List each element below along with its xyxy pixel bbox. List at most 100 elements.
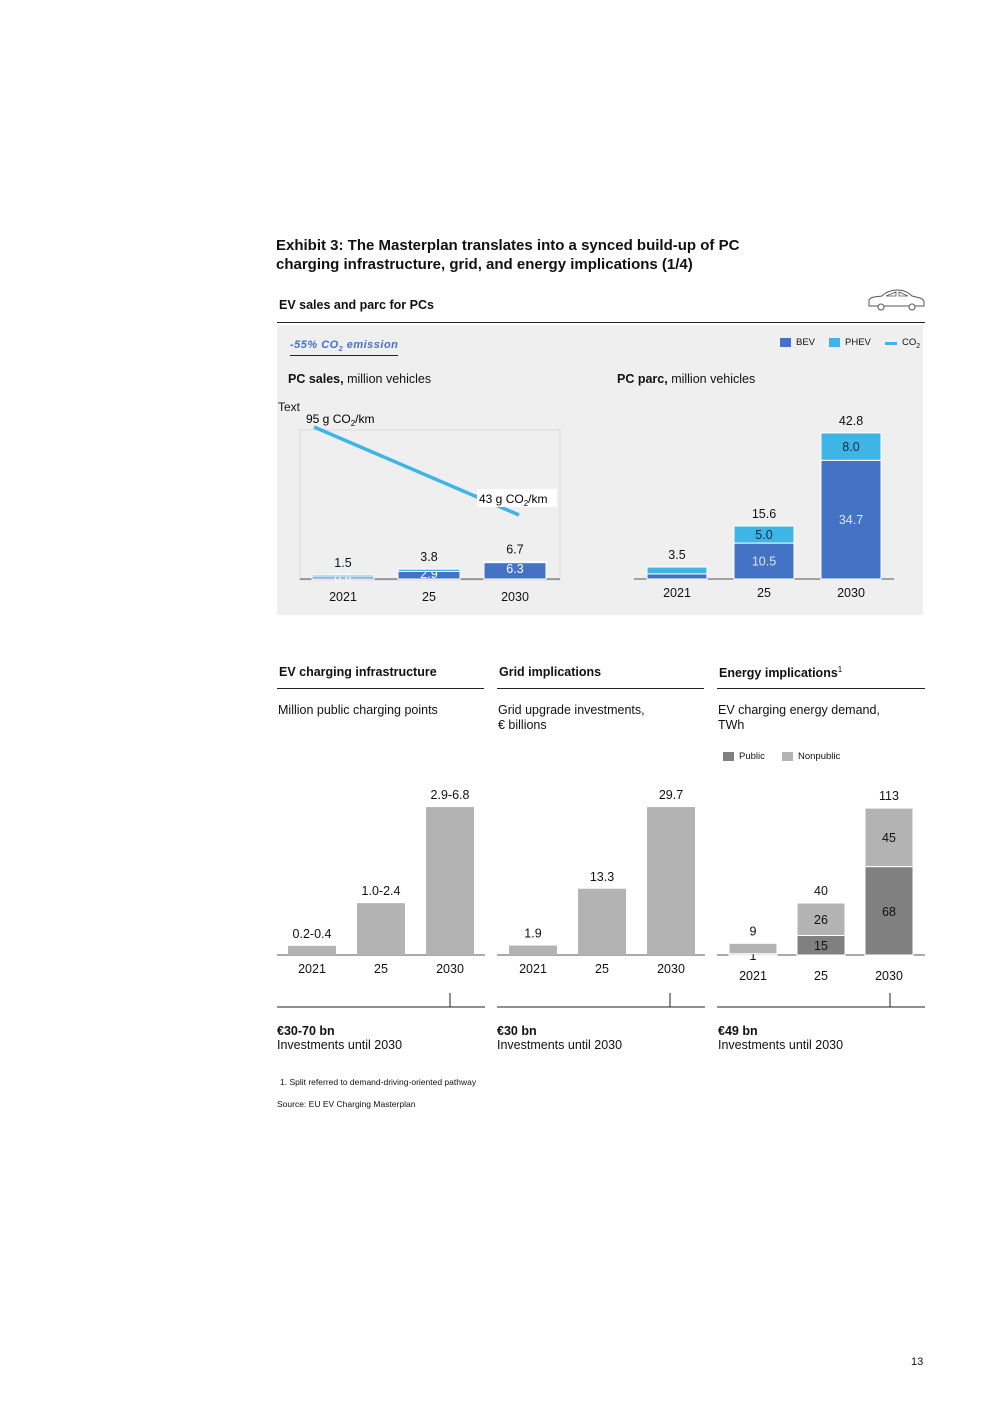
value-label-2030: 2.9-6.8 (431, 788, 470, 802)
col1-investment: €30-70 bn Investments until 2030 (277, 1024, 402, 1053)
bev-swatch (780, 338, 791, 347)
bar-nonpublic-25 (796, 902, 846, 936)
bar-nonpublic-2021 (728, 942, 778, 955)
value-label-public-2030: 68 (882, 905, 896, 919)
bar-bev-2030 (820, 459, 882, 580)
legend-phev-label: PHEV (845, 337, 871, 348)
bar-2021 (509, 945, 557, 955)
page-number: 13 (911, 1356, 924, 1368)
category-label-2021: 2021 (329, 590, 357, 604)
col3-investment-note: Investments until 2030 (718, 1038, 844, 1052)
heading-energy: Energy implications1 (719, 665, 842, 680)
value-label-2030: 29.7 (659, 788, 683, 802)
col3-subtitle: EV charging energy demand, TWh (718, 703, 880, 733)
total-label-25: 40 (814, 884, 828, 898)
co2-start-label: 95 g CO2/km (306, 412, 375, 428)
col3-rule (717, 688, 925, 689)
col2-investment: €30 bn Investments until 2030 (497, 1024, 622, 1053)
col3-investment-amount: €49 bn (718, 1024, 758, 1038)
col2-subtitle-line1: Grid upgrade investments, (498, 703, 645, 717)
stray-text-label: Text (278, 400, 301, 414)
charging-infra-chart: 0.2-0.4 2021 1.0-2.4 25 2.9-6.8 2030 (277, 788, 485, 1008)
heading-energy-text: Energy implications (719, 666, 838, 681)
category-label-25: 25 (422, 590, 436, 604)
grid-chart: 1.9 2021 13.3 25 29.7 2030 (497, 788, 705, 1008)
nonpublic-swatch (782, 752, 793, 761)
value-label-phev-25: 5.0 (755, 528, 772, 542)
co2-tag-text: -55% CO (290, 339, 339, 351)
col2-subtitle: Grid upgrade investments, € billions (498, 703, 645, 733)
phev-swatch (829, 338, 840, 347)
category-label-2030: 2030 (657, 962, 685, 976)
value-label-bev-25: 10.5 (752, 555, 776, 569)
value-label-2021: 0.2-0.4 (293, 927, 332, 941)
bar-phev-2021 (311, 574, 375, 578)
category-label-25: 25 (814, 969, 828, 983)
col1-investment-amount: €30-70 bn (277, 1024, 335, 1038)
heading-charging-infra: EV charging infrastructure (279, 665, 437, 679)
pc-parc-label-rest: million vehicles (667, 372, 756, 386)
col1-rule (277, 688, 484, 689)
section-heading-ev-sales: EV sales and parc for PCs (279, 298, 434, 312)
total-label-25: 15.6 (752, 507, 776, 521)
bar-2030 (647, 807, 695, 955)
bar-nonpublic-2030 (864, 807, 914, 868)
total-label-2021: 9 (750, 924, 757, 938)
bar-2030 (426, 807, 474, 955)
value-label-2021: 1.9 (524, 927, 541, 941)
category-label-2021: 2021 (298, 962, 326, 976)
legend-public-label: Public (739, 751, 765, 762)
bar-phev-25 (733, 525, 795, 544)
bar-phev-2030 (820, 432, 882, 461)
col3-subtitle-line1: EV charging energy demand, (718, 703, 880, 717)
value-label-bev-2030: 34.7 (839, 513, 863, 527)
col2-investment-amount: €30 bn (497, 1024, 537, 1038)
co2-tag-sub: 2 (338, 346, 344, 354)
heading-energy-sup: 1 (837, 665, 843, 674)
ev-sales-panel (277, 325, 923, 615)
value-label-phev-2030: 8.0 (842, 440, 859, 454)
value-label-bev-2030: 6.3 (506, 562, 523, 576)
value-label-25: 1.0-2.4 (362, 884, 401, 898)
legend-public: Public (723, 751, 765, 762)
total-label-2030: 6.7 (506, 543, 523, 557)
bar-25 (578, 888, 626, 955)
total-label-2030: 113 (879, 789, 899, 803)
legend-bev-label: BEV (796, 337, 816, 348)
category-label-2021: 2021 (663, 586, 691, 600)
total-label-2021: 3.5 (668, 548, 685, 562)
category-label-2030: 2030 (501, 590, 529, 604)
co2-emission-tag: -55% CO2 emission (290, 339, 399, 357)
car-icon (868, 289, 925, 311)
pc-sales-chart: 95 g CO2/km 43 g CO2/km 0.81.520212.93.8… (299, 412, 561, 604)
value-label-public-2021: 1 (750, 949, 757, 963)
co2-tag-suffix: emission (343, 339, 399, 351)
co2-end-label: 43 g CO2/km (479, 492, 548, 508)
total-label-25: 3.8 (420, 550, 437, 564)
bar-public-2030 (864, 866, 914, 956)
col2-subtitle-line2: € billions (498, 718, 547, 732)
bar-phev-2021 (646, 566, 708, 575)
public-swatch (723, 752, 734, 761)
category-label-25: 25 (595, 962, 609, 976)
bar-bev-2021 (646, 573, 708, 580)
legend-nonpublic: Nonpublic (782, 751, 840, 762)
bar-phev-2030 (483, 561, 547, 564)
category-label-2030: 2030 (875, 969, 903, 983)
pc-parc-label-bold: PC parc, (617, 372, 668, 386)
legend-co2-sub: 2 (916, 342, 921, 350)
bar-25 (357, 903, 405, 955)
category-label-25: 25 (374, 962, 388, 976)
total-label-2030: 42.8 (839, 414, 863, 428)
co2-end-label-bg (477, 489, 557, 507)
exhibit-title: Exhibit 3: The Masterplan translates int… (276, 237, 740, 273)
pc-sales-label-rest: million vehicles (343, 372, 432, 386)
value-label-bev-2021: 0.8 (334, 571, 351, 585)
energy-chart: 1 9 2021 15 26 40 25 68 45 113 2030 (717, 789, 925, 1008)
value-label-nonpublic-25: 26 (814, 913, 828, 927)
pc-sales-label: PC sales, million vehicles (288, 372, 431, 386)
category-label-25: 25 (757, 586, 771, 600)
section-rule (277, 322, 925, 323)
pc-parc-label: PC parc, million vehicles (617, 372, 755, 386)
source-note: Source: EU EV Charging Masterplan (277, 1099, 416, 1109)
